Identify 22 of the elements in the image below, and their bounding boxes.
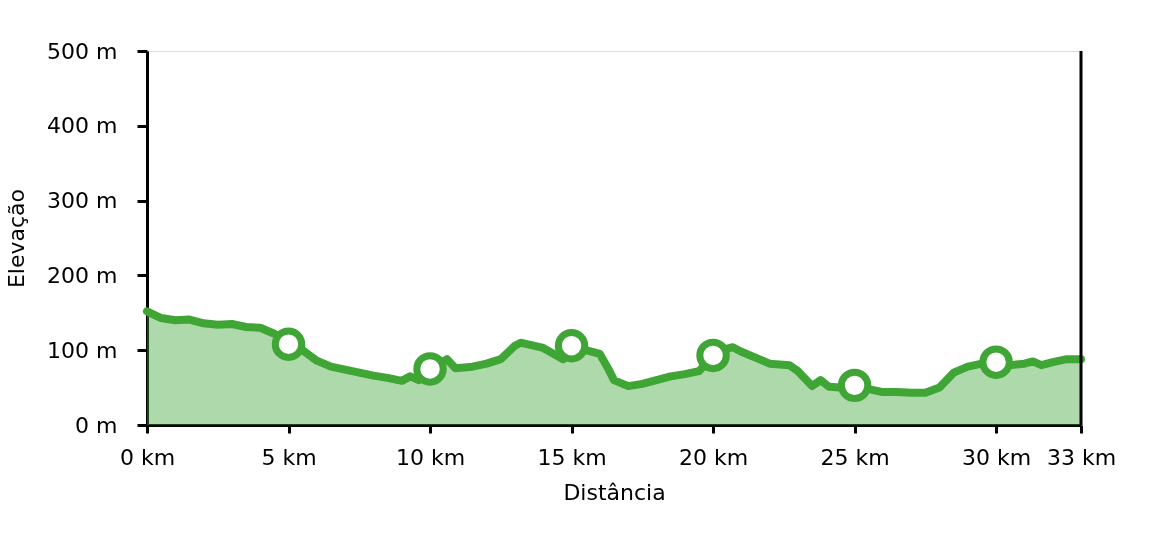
- y-tick-label: 300 m: [47, 188, 118, 214]
- y-tick-label: 200 m: [47, 262, 118, 288]
- x-tick-label: 10 km: [395, 444, 466, 470]
- point: [979, 345, 1013, 379]
- x-tick-label: 15 km: [537, 444, 607, 470]
- y-tick-label: 500 m: [47, 38, 118, 64]
- y-axis-title: Elevação: [4, 188, 30, 289]
- point: [413, 352, 447, 386]
- point: [271, 327, 306, 361]
- y-tick-label: 0 m: [75, 412, 118, 438]
- x-tick-label: 30 km: [962, 444, 1032, 470]
- point: [696, 338, 730, 373]
- x-tick-label: 33 km: [1046, 444, 1117, 470]
- y-tick-label: 400 m: [47, 113, 118, 139]
- y-tick-label: 100 m: [47, 337, 118, 363]
- x-tick-label: 20 km: [678, 444, 749, 470]
- x-tick-label: 25 km: [820, 444, 890, 470]
- point: [554, 329, 589, 363]
- x-tick-label: 0 km: [119, 444, 176, 470]
- point: [837, 368, 872, 403]
- x-axis-title: Distância: [563, 479, 666, 505]
- x-tick-label: 5 km: [261, 444, 317, 470]
